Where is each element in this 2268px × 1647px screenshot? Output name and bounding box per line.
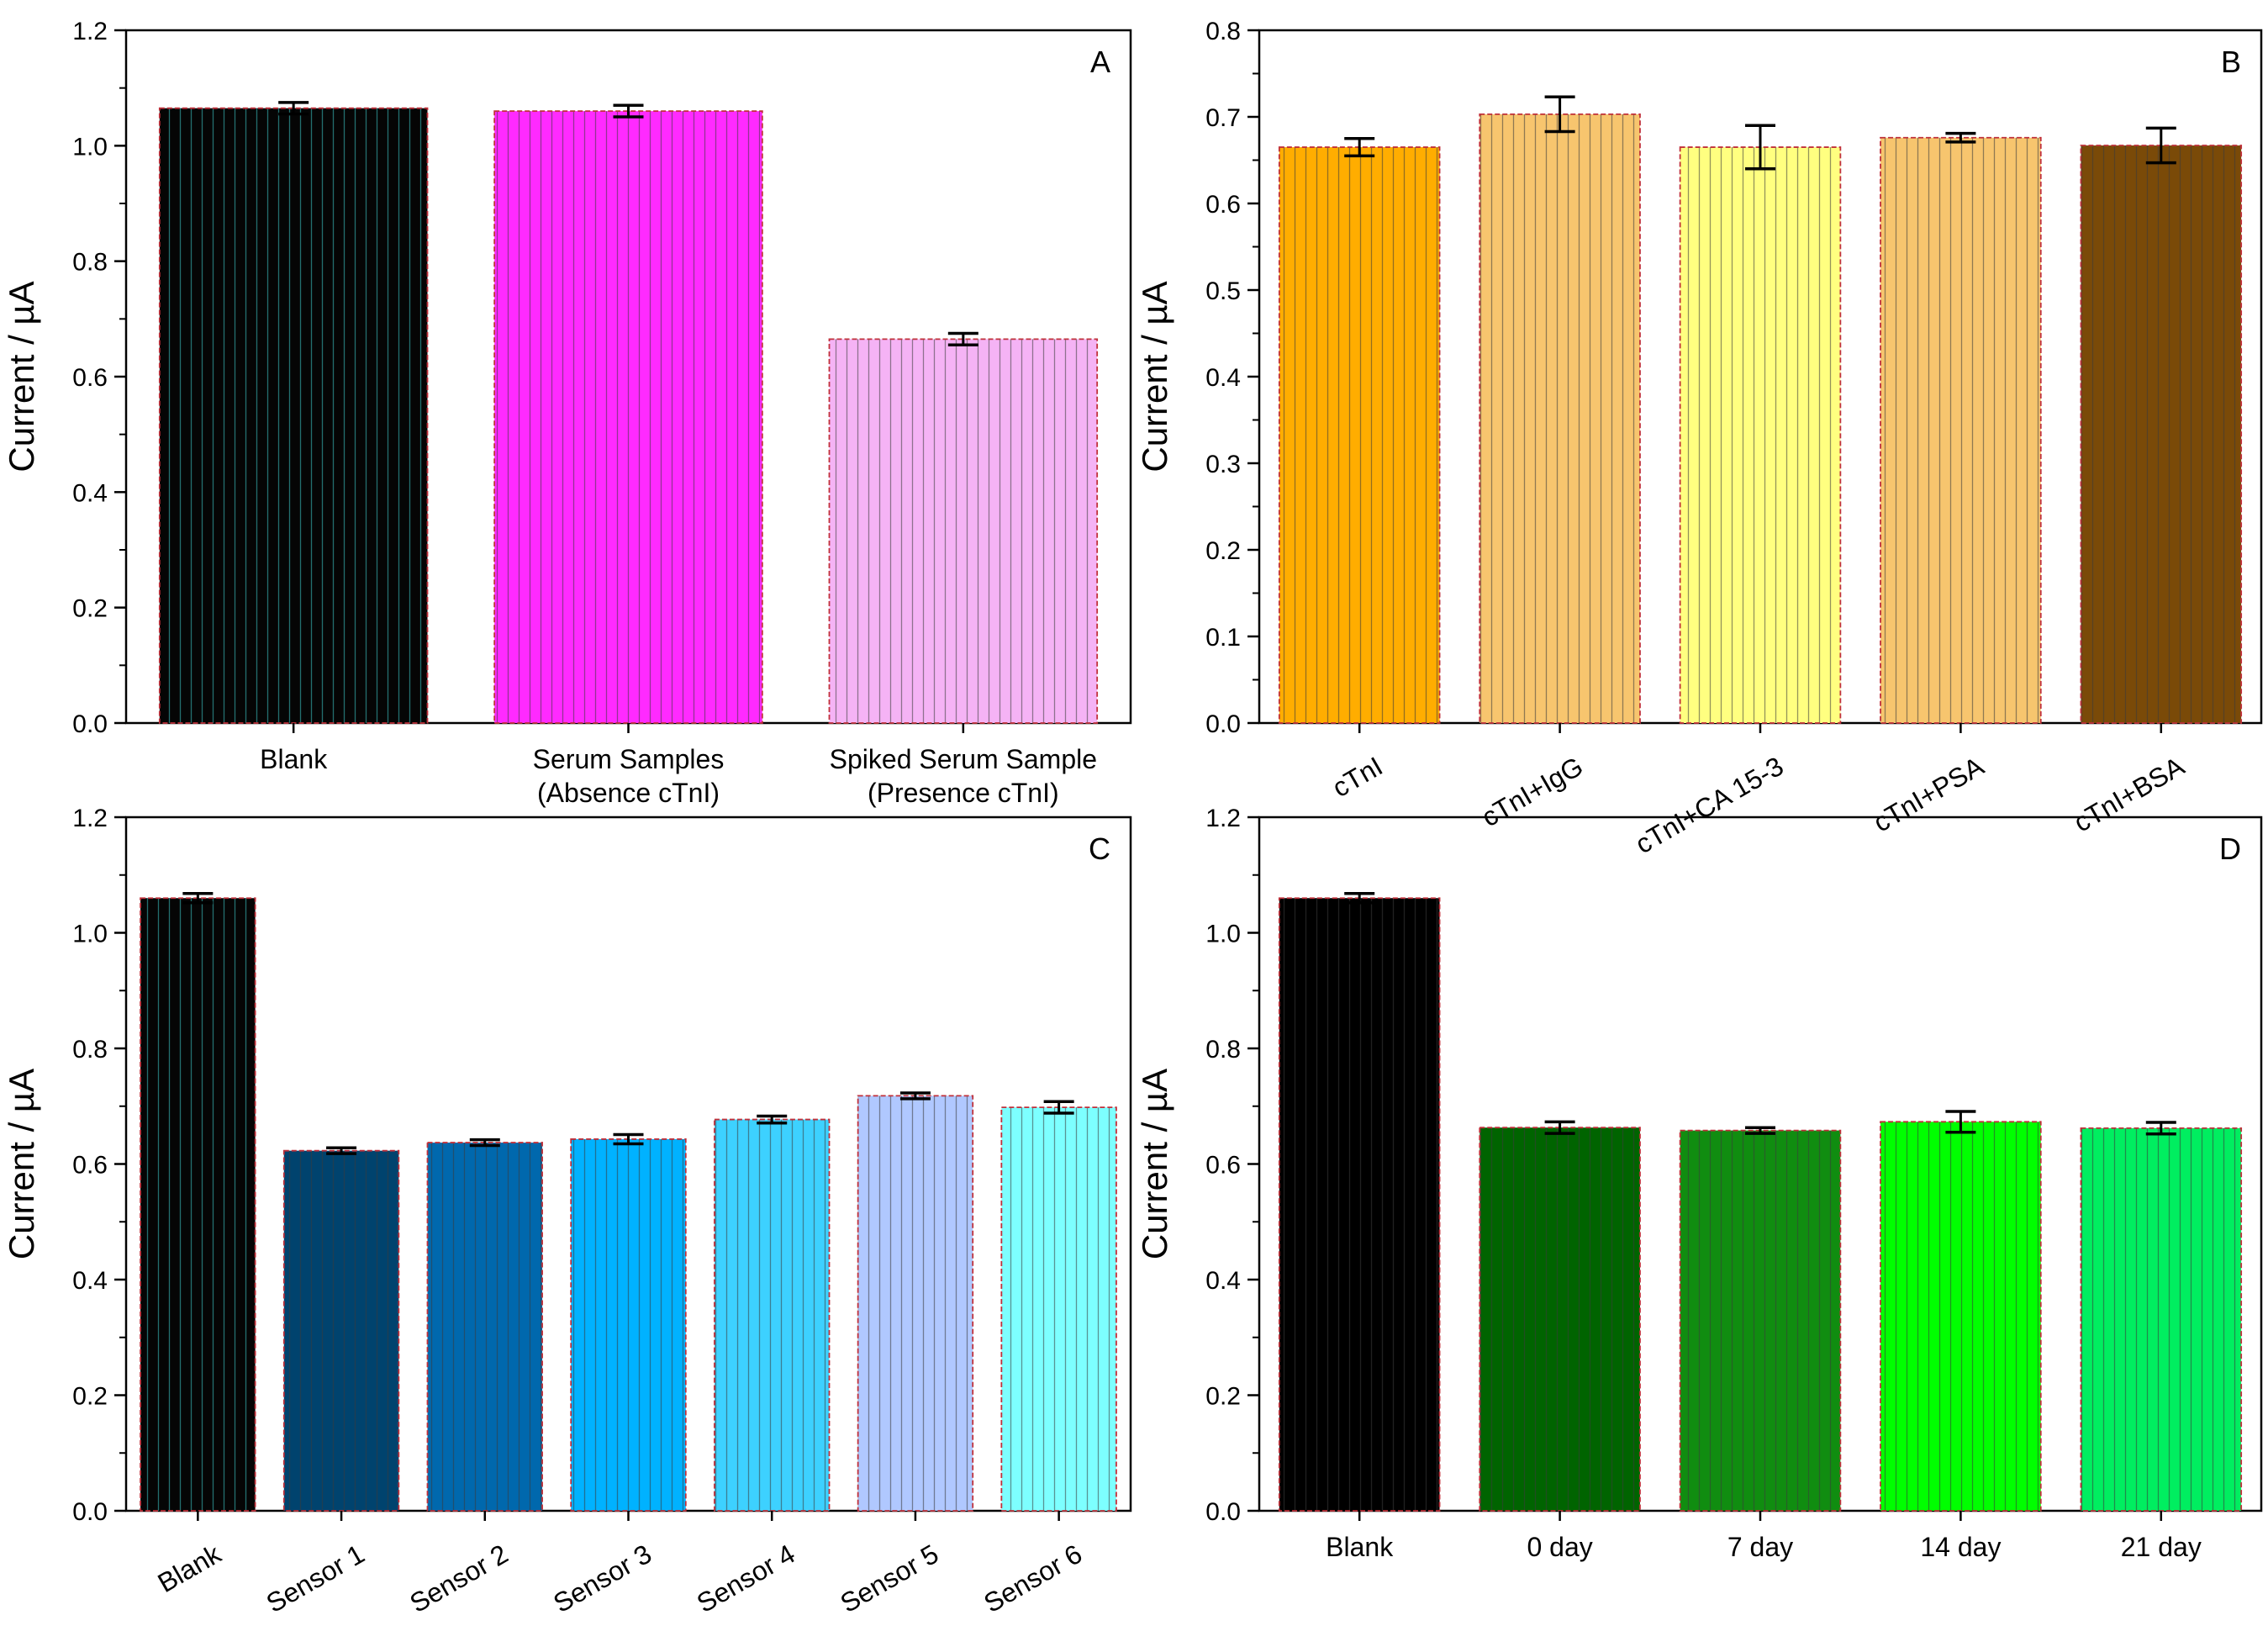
bar-outline bbox=[2080, 145, 2243, 724]
bar-outline bbox=[1479, 113, 1641, 724]
x-category-label: cTnI+CA 15-3 bbox=[1630, 751, 1788, 859]
y-tick-label: 0.8 bbox=[72, 249, 108, 277]
x-category-label: Sensor 4 bbox=[692, 1539, 800, 1618]
x-category-label: cTnI bbox=[1327, 751, 1388, 803]
bar-outline bbox=[714, 1118, 831, 1512]
y-axis-title: Current / µA bbox=[1135, 1069, 1174, 1259]
y-tick-label: 0.4 bbox=[72, 479, 108, 507]
x-category-label: Blank bbox=[153, 1538, 227, 1598]
x-category-label: Blank bbox=[260, 744, 328, 774]
y-tick-label: 0.6 bbox=[72, 364, 108, 392]
panel-d: 0.0 0.2 0.4 0.6 0.8 1.0 1.2 Current / µA D Blank 0… bbox=[1135, 805, 2263, 1562]
y-tick-label: 0.2 bbox=[72, 595, 108, 623]
bar-outline bbox=[1880, 1121, 2042, 1512]
x-category-label: (Presence cTnI) bbox=[868, 778, 1059, 808]
y-tick-label: 0.0 bbox=[72, 1498, 108, 1526]
bar-outline bbox=[570, 1138, 687, 1512]
y-axis-title: Current / µA bbox=[2, 281, 41, 472]
y-tick-label: 1.0 bbox=[72, 921, 108, 948]
y-tick-label: 0.6 bbox=[1205, 191, 1241, 219]
bar-outline bbox=[282, 1149, 400, 1512]
bar-outline bbox=[857, 1095, 974, 1512]
x-category-label: 0 day bbox=[1527, 1532, 1592, 1562]
bar-outline bbox=[1278, 146, 1441, 724]
y-tick-label: 1.2 bbox=[72, 18, 108, 45]
x-category-label: Sensor 2 bbox=[404, 1539, 513, 1618]
y-tick-label: 0.4 bbox=[1205, 364, 1241, 392]
x-category-label: Sensor 3 bbox=[548, 1539, 657, 1618]
panel-letter: D bbox=[2219, 831, 2241, 866]
x-category-label: Sensor 1 bbox=[261, 1539, 370, 1618]
y-tick-label: 0.0 bbox=[72, 710, 108, 738]
y-tick-label: 1.2 bbox=[1205, 805, 1241, 832]
x-category-label: 14 day bbox=[1920, 1532, 2001, 1562]
y-tick-label: 0.0 bbox=[1205, 710, 1241, 738]
y-tick-label: 1.0 bbox=[1205, 921, 1241, 948]
y-tick-label: 0.7 bbox=[1205, 104, 1241, 132]
y-tick-label: 1.2 bbox=[72, 805, 108, 832]
bar-outline bbox=[2080, 1127, 2243, 1512]
y-tick-label: 0.5 bbox=[1205, 277, 1241, 305]
bar-outline bbox=[1000, 1106, 1117, 1512]
bar-outline bbox=[140, 897, 256, 1512]
x-category-label: (Absence cTnI) bbox=[537, 778, 720, 808]
y-tick-label: 0.4 bbox=[1205, 1267, 1241, 1295]
panel-a: 0.0 0.2 0.4 0.6 0.8 1.0 1.2 Current / µA A Blank S… bbox=[2, 18, 1132, 808]
panel-letter: A bbox=[1090, 45, 1110, 79]
y-tick-label: 0.8 bbox=[72, 1036, 108, 1064]
bar-outline bbox=[493, 110, 763, 724]
y-tick-label: 0.6 bbox=[72, 1152, 108, 1180]
y-tick-label: 0.2 bbox=[1205, 537, 1241, 565]
bar-outline bbox=[1679, 1129, 1842, 1512]
bar-outline bbox=[1679, 146, 1842, 724]
y-tick-label: 0.6 bbox=[1205, 1152, 1241, 1180]
x-category-label: Serum Samples bbox=[533, 744, 725, 774]
panel-b: 0.0 0.1 0.2 0.3 0.4 0.5 0.6 0.7 0.8 Current / µA B… bbox=[1135, 18, 2263, 859]
bar-outline bbox=[1278, 897, 1441, 1512]
y-tick-label: 0.2 bbox=[1205, 1383, 1241, 1411]
y-axis-title: Current / µA bbox=[2, 1069, 41, 1259]
x-category-label: 7 day bbox=[1727, 1532, 1793, 1562]
x-category-label: 21 day bbox=[2121, 1532, 2202, 1562]
x-category-label: cTnI+PSA bbox=[1868, 751, 1989, 838]
y-tick-label: 0.8 bbox=[1205, 1036, 1241, 1064]
bar-outline bbox=[1479, 1127, 1641, 1512]
y-tick-label: 0.0 bbox=[1205, 1498, 1241, 1526]
x-category-label: Sensor 6 bbox=[978, 1539, 1087, 1618]
y-tick-label: 0.1 bbox=[1205, 624, 1241, 652]
y-tick-label: 0.8 bbox=[1205, 18, 1241, 45]
x-category-label: cTnI+BSA bbox=[2069, 751, 2190, 838]
y-axis-title: Current / µA bbox=[1135, 281, 1174, 472]
panel-c: 0.0 0.2 0.4 0.6 0.8 1.0 1.2 Current / µA C Blank S… bbox=[2, 805, 1132, 1618]
bar-outline bbox=[426, 1142, 543, 1512]
bar-outline bbox=[828, 338, 1099, 724]
x-category-label: cTnI+IgG bbox=[1476, 751, 1588, 832]
y-tick-label: 1.0 bbox=[72, 133, 108, 161]
x-category-label: Blank bbox=[1326, 1532, 1394, 1562]
y-tick-label: 0.2 bbox=[72, 1383, 108, 1411]
y-tick-label: 0.3 bbox=[1205, 451, 1241, 478]
bar-outline bbox=[1880, 136, 2042, 724]
bar-outline bbox=[158, 107, 429, 724]
panel-letter: C bbox=[1089, 831, 1110, 866]
x-category-label: Spiked Serum Sample bbox=[830, 744, 1097, 774]
y-tick-label: 0.4 bbox=[72, 1267, 108, 1295]
panel-letter: B bbox=[2221, 45, 2241, 79]
x-category-label: Sensor 5 bbox=[836, 1539, 944, 1618]
